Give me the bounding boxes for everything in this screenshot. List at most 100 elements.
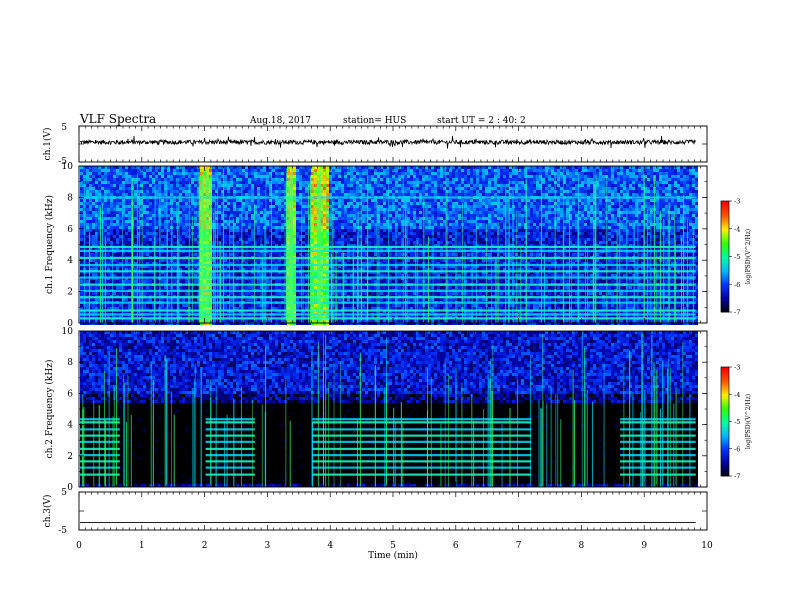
spectrogram-cell: [347, 211, 350, 214]
spectrogram-cell: [98, 298, 101, 301]
spectrogram-cell: [281, 304, 284, 307]
spectrogram-cell: [305, 241, 308, 244]
spectrogram-cell: [155, 229, 158, 232]
spectrogram-cell: [293, 175, 296, 178]
spectrogram-cell: [251, 199, 254, 202]
spectrogram-cell: [239, 187, 242, 190]
spectrogram-cell: [185, 199, 188, 202]
spectrogram-cell: [326, 280, 329, 283]
spectrogram-cell: [164, 202, 167, 205]
spectrogram-cell: [323, 262, 326, 265]
spectrogram-cell: [254, 217, 257, 220]
spectrogram-cell: [347, 247, 350, 250]
spectrogram-cell: [278, 211, 281, 214]
spectrogram-cell: [296, 259, 299, 262]
spectrogram-cell: [308, 202, 311, 205]
spectrogram-cell: [278, 226, 281, 229]
spectrogram-cell: [314, 202, 317, 205]
spectrogram-cell: [308, 193, 311, 196]
spectrogram-cell: [134, 274, 137, 277]
spectrogram-cell: [329, 241, 332, 244]
spectrogram-cell: [80, 217, 83, 220]
spectrogram-cell: [329, 214, 332, 217]
spectrogram-cell: [341, 229, 344, 232]
spectrogram-cell: [320, 307, 323, 310]
spectrogram-cell: [119, 253, 122, 256]
spectrogram-cell: [257, 292, 260, 295]
spectrogram-cell: [182, 205, 185, 208]
spectrogram-cell: [308, 223, 311, 226]
spectrogram-cell: [89, 244, 92, 247]
spectrogram-cell: [134, 214, 137, 217]
spectrogram-cell: [89, 178, 92, 181]
spectrogram-cell: [128, 226, 131, 229]
spectrogram-cell: [311, 223, 314, 226]
spectrogram-cell: [89, 271, 92, 274]
spectrogram-cell: [320, 238, 323, 241]
spectrogram-cell: [335, 202, 338, 205]
spectrogram-cell: [185, 217, 188, 220]
spectrogram-cell: [86, 298, 89, 301]
spectrogram-cell: [239, 253, 242, 256]
spectrogram-cell: [197, 172, 200, 175]
spectrogram-cell: [161, 217, 164, 220]
spectrogram-cell: [134, 280, 137, 283]
spectrogram-cell: [278, 217, 281, 220]
spectrogram-cell: [122, 238, 125, 241]
spectrogram-cell: [116, 268, 119, 271]
spectrogram-cell: [281, 298, 284, 301]
spectrogram-cell: [314, 322, 317, 325]
spectrogram-cell: [167, 274, 170, 277]
spectrogram-cell: [194, 226, 197, 229]
spectrogram-cell: [347, 193, 350, 196]
spectrogram-cell: [293, 190, 296, 193]
spectrogram-cell: [305, 199, 308, 202]
spectrogram-cell: [155, 304, 158, 307]
spectrogram-cell: [194, 253, 197, 256]
spectrogram-cell: [326, 175, 329, 178]
spectrogram-cell: [224, 172, 227, 175]
spectrogram-cell: [302, 211, 305, 214]
spectrogram-cell: [107, 193, 110, 196]
spectrogram-cell: [173, 208, 176, 211]
spectrogram-cell: [320, 280, 323, 283]
spectrogram-cell: [284, 259, 287, 262]
spectrogram-cell: [275, 235, 278, 238]
spectrogram-cell: [86, 244, 89, 247]
spectrogram-cell: [341, 181, 344, 184]
spectrogram-cell: [107, 292, 110, 295]
spectrogram-cell: [179, 232, 182, 235]
spectrogram-cell: [233, 235, 236, 238]
spectrogram-cell: [233, 247, 236, 250]
spectrogram-cell: [284, 175, 287, 178]
spectrogram-cell: [98, 229, 101, 232]
spectrogram-cell: [191, 187, 194, 190]
spectrogram-cell: [227, 172, 230, 175]
spectrogram-cell: [317, 178, 320, 181]
spectrogram-cell: [197, 211, 200, 214]
spectrogram-cell: [125, 286, 128, 289]
spectrogram-cell: [98, 214, 101, 217]
spectrogram-cell: [281, 259, 284, 262]
spectrogram-cell: [107, 208, 110, 211]
spectrogram-cell: [134, 262, 137, 265]
spectrogram-cell: [230, 169, 233, 172]
spectrogram-cell: [125, 205, 128, 208]
spectrogram-cell: [140, 235, 143, 238]
spectrogram-cell: [254, 208, 257, 211]
spectrogram-cell: [239, 271, 242, 274]
spectrogram-cell: [344, 232, 347, 235]
spectrogram-cell: [230, 238, 233, 241]
spectrogram-cell: [116, 184, 119, 187]
spectrogram-cell: [329, 175, 332, 178]
spectrogram-cell: [293, 199, 296, 202]
spectrogram-cell: [155, 223, 158, 226]
spectrogram-cell: [251, 280, 254, 283]
spectrogram-cell: [89, 193, 92, 196]
spectrogram-cell: [152, 259, 155, 262]
spectrogram-cell: [251, 235, 254, 238]
spectrogram-cell: [167, 307, 170, 310]
spectrogram-cell: [164, 223, 167, 226]
spectrogram-cell: [260, 241, 263, 244]
spectrogram-cell: [119, 217, 122, 220]
